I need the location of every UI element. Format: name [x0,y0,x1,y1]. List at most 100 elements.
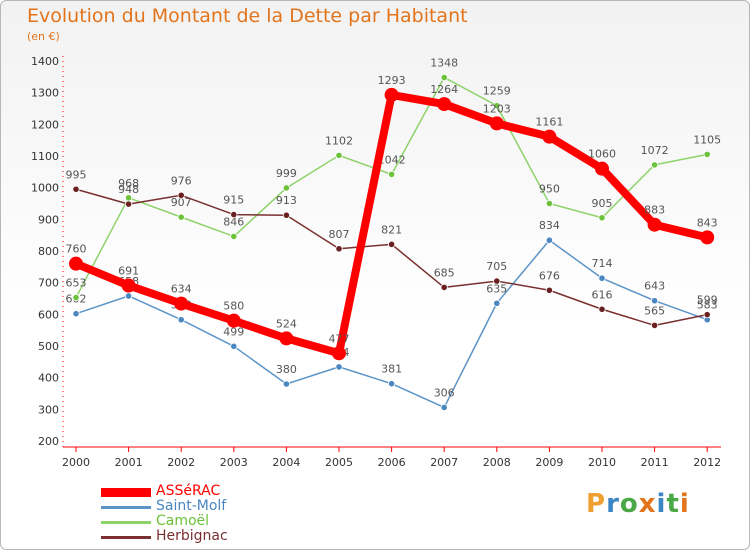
y-tick-label: 1100 [31,150,59,163]
data-label-camoël: 1259 [483,85,511,98]
chart-unit: (en €) [27,30,60,43]
data-point-camoël [650,161,659,169]
data-label-saint-molf: 380 [276,363,297,376]
data-label-camoël: 907 [171,196,192,209]
legend-label-saint-molf: Saint-Molf [156,498,227,514]
data-point-assérac [595,161,609,176]
legend-label-herbignac: Herbignac [156,528,228,544]
data-label-saint-molf: 583 [697,299,718,312]
data-label-camoël: 1102 [325,134,353,147]
y-tick-label: 500 [38,340,59,353]
y-tick-label: 1200 [31,118,59,131]
y-tick-label: 200 [38,435,59,448]
x-tick-label: 2003 [220,456,248,469]
data-label-saint-molf: 499 [223,325,244,338]
data-point-assérac [226,313,241,328]
data-label-camoël: 1072 [641,144,669,157]
proxiti-logo: Proxiti [586,489,690,519]
x-tick-label: 2008 [483,456,511,469]
data-point-saint-molf [72,310,80,318]
logo-letter: o [619,489,639,519]
data-point-camoël [493,102,501,110]
data-point-herbignac [545,286,554,294]
data-point-camoël [387,170,396,178]
y-tick-label: 1000 [31,182,59,195]
data-point-assérac [437,97,452,112]
data-label-assérac: 1161 [535,116,563,129]
data-label-camoël: 999 [276,167,297,180]
data-point-camoël [598,214,606,222]
x-tick-label: 2011 [641,456,669,469]
data-point-assérac [174,296,189,311]
data-point-herbignac [493,277,501,285]
data-label-herbignac: 599 [697,294,718,307]
logo-letter: r [606,489,620,519]
data-point-saint-molf [650,297,659,305]
data-label-assérac: 843 [697,216,718,229]
data-label-herbignac: 913 [276,194,297,207]
data-point-camoël [230,232,238,241]
x-tick-label: 2006 [378,456,406,469]
y-tick-label: 400 [38,372,59,385]
legend-swatch-herbignac [101,536,151,539]
x-tick-label: 2005 [325,456,353,469]
data-point-herbignac [72,185,80,193]
data-label-herbignac: 705 [486,260,507,273]
logo-letter: P [586,489,607,519]
data-point-saint-molf [230,342,238,350]
x-tick-label: 2000 [62,456,90,469]
data-label-assérac: 524 [276,317,297,330]
data-label-saint-molf: 714 [592,257,613,270]
y-tick-label: 800 [38,245,59,258]
data-label-camoël: 653 [66,277,87,290]
data-point-assérac [332,346,346,361]
data-label-herbignac: 616 [592,288,613,301]
y-tick-label: 600 [38,308,59,321]
data-label-camoël: 846 [223,215,244,228]
data-label-assérac: 1060 [588,148,616,161]
data-label-herbignac: 976 [171,174,192,187]
data-point-saint-molf [493,299,501,307]
data-point-assérac [647,217,662,232]
data-point-camoël [72,293,80,302]
data-label-herbignac: 915 [223,194,244,207]
data-label-saint-molf: 643 [644,280,665,293]
x-tick-label: 2002 [167,456,195,469]
data-label-camoël: 1042 [378,153,406,166]
legend-label-camoël: Camoël [156,513,210,529]
x-tick-label: 2004 [272,456,300,469]
data-label-herbignac: 948 [118,183,139,196]
y-tick-label: 900 [38,213,59,226]
data-label-assérac: 477 [329,332,350,345]
data-point-assérac [121,278,136,293]
data-point-saint-molf [282,380,290,388]
data-point-herbignac [335,245,343,253]
y-tick-label: 1400 [31,55,59,68]
data-label-camoël: 950 [539,183,560,196]
data-label-herbignac: 565 [644,304,665,317]
data-label-assérac: 580 [223,300,244,313]
data-point-assérac [489,116,504,131]
y-tick-label: 1300 [31,87,59,100]
data-label-assérac: 1203 [483,102,511,115]
y-tick-label: 300 [38,403,59,416]
data-label-herbignac: 821 [381,223,402,236]
data-label-camoël: 905 [592,197,613,210]
data-label-camoël: 1105 [693,133,721,146]
data-point-herbignac [650,321,659,330]
data-label-saint-molf: 834 [539,219,560,232]
data-point-assérac [279,331,294,346]
x-tick-label: 2009 [535,456,563,469]
data-point-herbignac [387,240,396,248]
data-point-saint-molf [440,403,448,412]
data-point-assérac [69,256,83,271]
data-label-assérac: 760 [66,243,87,256]
data-label-camoël: 968 [118,177,139,190]
data-label-herbignac: 685 [434,266,455,279]
data-point-saint-molf [177,316,185,324]
x-tick-label: 2007 [430,456,458,469]
logo-letter: i [679,489,690,519]
data-label-camoël: 1348 [430,56,458,69]
data-point-herbignac [598,305,606,313]
